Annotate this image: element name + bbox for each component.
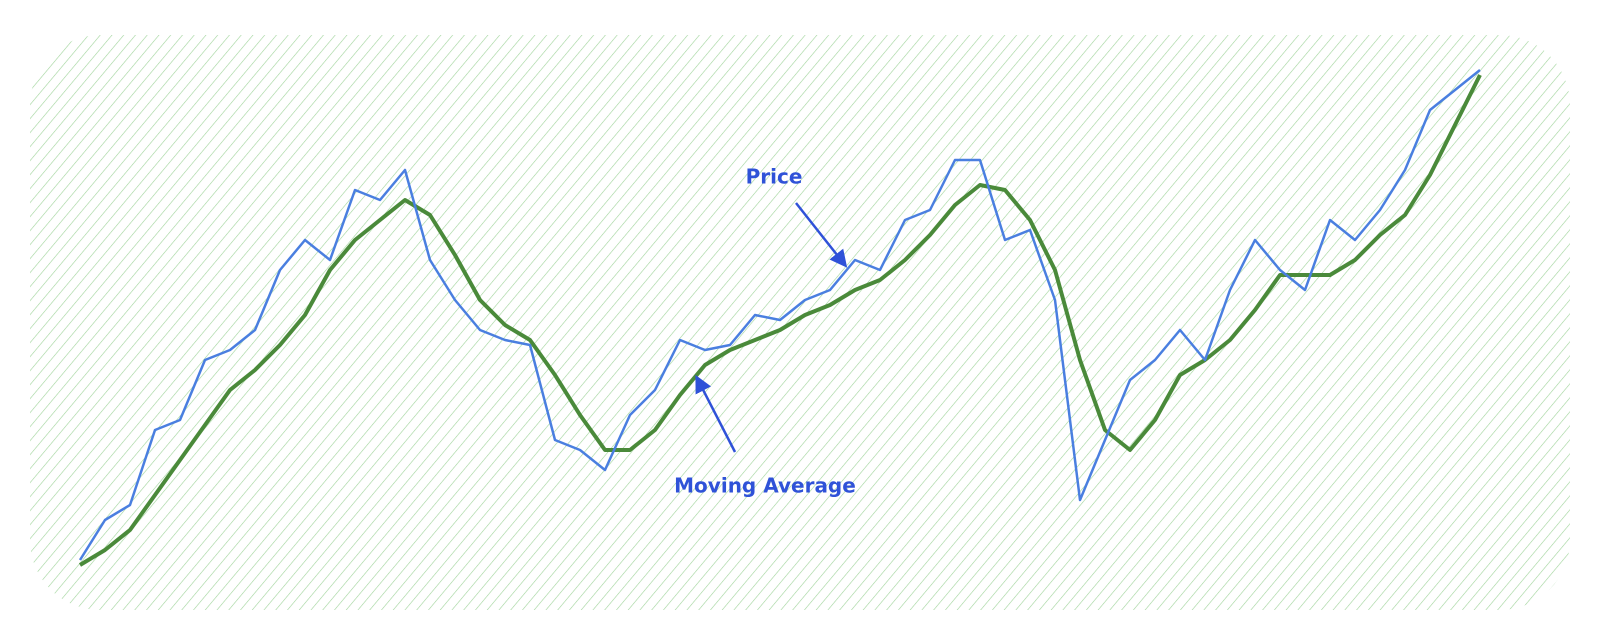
annotation: Price [746, 165, 803, 189]
annotation: Moving Average [674, 474, 856, 498]
annotation-arrow [795, 202, 848, 268]
lines [78, 69, 1482, 567]
series-line [78, 69, 1481, 561]
series-line [78, 74, 1482, 567]
background-panel [30, 35, 1570, 610]
annotation-arrow [695, 374, 737, 453]
